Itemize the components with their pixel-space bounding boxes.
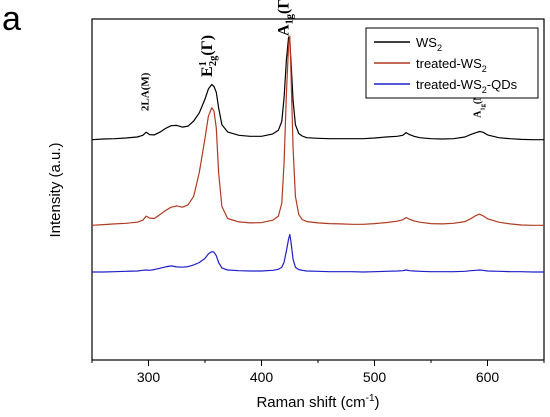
- x-axis-label-sup: -1: [366, 393, 375, 404]
- x-axis-label-end: ): [375, 394, 380, 411]
- legend-label-ws2: WS2: [416, 35, 442, 53]
- legend-label-treated-ws2-qds-main: treated-WS: [416, 77, 482, 92]
- y-axis-label: Intensity (a.u.): [47, 142, 64, 237]
- x-tick-label: 300: [137, 369, 161, 385]
- series-line-treated-ws2: [91, 35, 544, 226]
- legend-label-ws2-main: WS: [416, 35, 437, 50]
- legend-label-treated-ws2-qds-tail: -QDs: [487, 77, 518, 92]
- legend-label-treated-ws2-qds: treated-WS2-QDs: [416, 77, 518, 95]
- legend-label-treated-ws2-sub: 2: [482, 64, 487, 74]
- x-axis: 300 400 500 600: [91, 360, 545, 385]
- panel-label: a: [2, 0, 21, 38]
- annotation-2la: 2LA(M): [140, 72, 152, 111]
- legend-label-treated-ws2: treated-WS2: [416, 56, 487, 74]
- peak-annotations: 2LA(M)E12g(Γ)A1g(Γ)A1g(M)+LA(M): [140, 0, 487, 118]
- legend-label-treated-ws2-main: treated-WS: [416, 56, 482, 71]
- annotation-a1g: A1g(Γ): [276, 0, 296, 36]
- legend-label-treated-ws2-qds-sub: 2: [482, 85, 487, 95]
- x-axis-label-main: Raman shift (cm: [256, 394, 365, 411]
- x-tick-label: 600: [476, 369, 500, 385]
- x-tick-label: 500: [363, 369, 387, 385]
- legend: WS2 treated-WS2 treated-WS2-QDs: [365, 27, 539, 99]
- annotation-e2g: E12g(Γ): [198, 35, 219, 77]
- series-layer: [91, 35, 544, 273]
- legend-label-ws2-sub: 2: [437, 43, 442, 53]
- series-line-treated-ws2-qds: [92, 233, 544, 273]
- x-axis-label: Raman shift (cm-1): [256, 393, 379, 411]
- x-tick-label: 400: [250, 369, 274, 385]
